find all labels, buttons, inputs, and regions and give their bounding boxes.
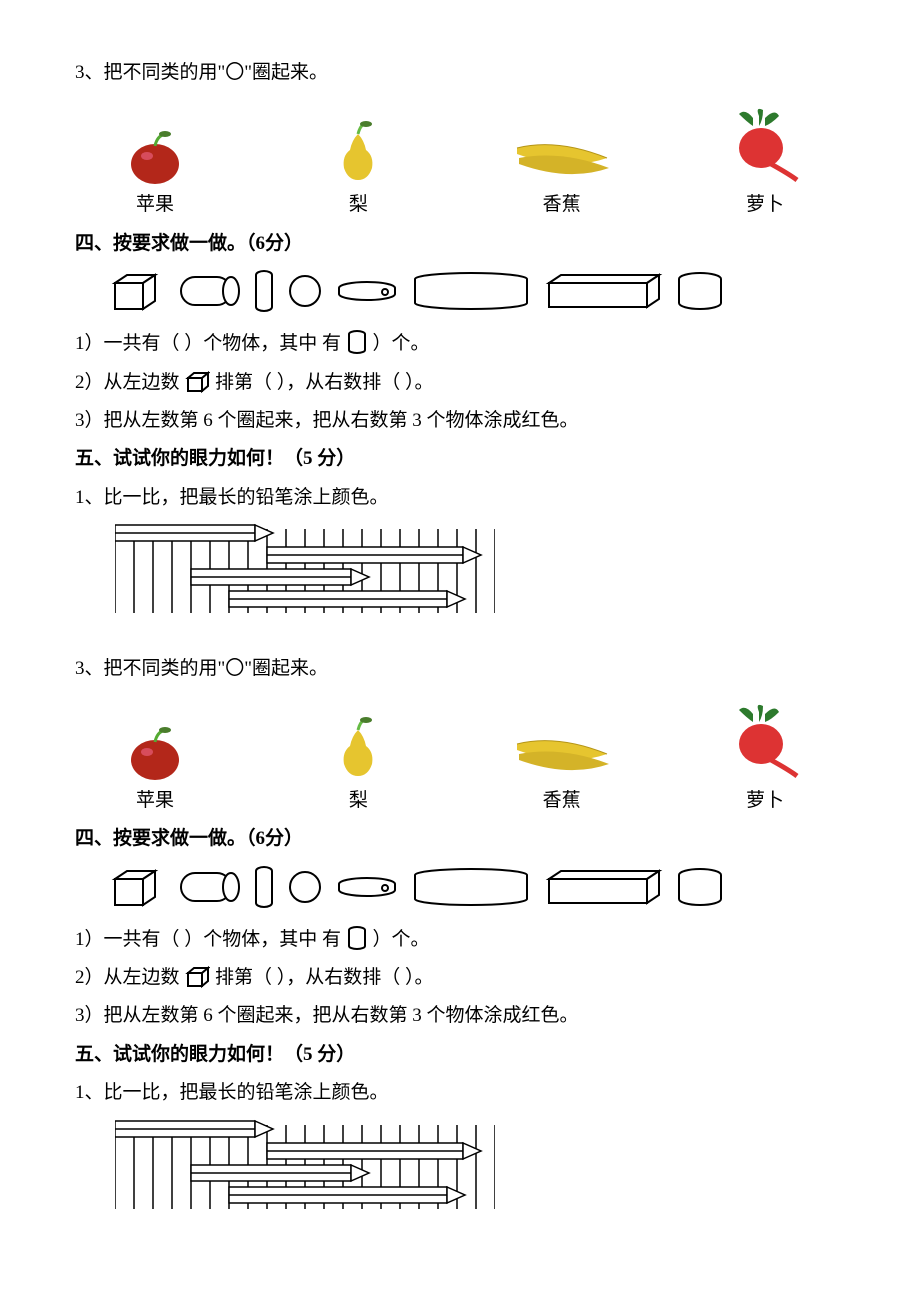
shape-cylinder-short <box>675 867 725 907</box>
section4-title: 四、按要求做一做。（6分） <box>75 824 845 854</box>
cylinder-icon <box>346 925 368 951</box>
fruit-apple: 苹果 <box>85 722 225 816</box>
q4-1: 1）一共有（ ）个物体，其中 有 ）个。 <box>75 925 845 955</box>
text: 排第（ ），从右数排（ ）。 <box>215 967 434 988</box>
q4-2: 2）从左边数 排第（ ），从右数排（ ）。 <box>75 368 845 398</box>
radish-icon <box>725 704 805 782</box>
worksheet-block: 3、把不同类的用"〇"圈起来。 苹果 梨 <box>75 58 845 624</box>
banana-icon <box>507 128 617 186</box>
fruit-row: 苹果 梨 香蕉 萝卜 <box>75 704 845 816</box>
q4-3: 3）把从左数第 6 个圈起来，把从右数第 3 个物体涂成红色。 <box>75 406 845 436</box>
text: 1）一共有（ ）个物体，其中 有 <box>75 929 341 950</box>
shape-cylinder-tall <box>253 865 275 909</box>
pencil-grid <box>115 1117 845 1219</box>
fruit-label: 梨 <box>349 786 368 816</box>
fruit-banana: 香蕉 <box>492 128 632 220</box>
shape-sphere <box>287 869 323 905</box>
shape-cylinder-wide <box>411 271 531 311</box>
q5-1: 1、比一比，把最长的铅笔涂上颜色。 <box>75 483 845 513</box>
shape-cylinder-short <box>675 271 725 311</box>
fruit-label: 苹果 <box>136 190 174 220</box>
q4-3: 3）把从左数第 6 个圈起来，把从右数第 3 个物体涂成红色。 <box>75 1001 845 1031</box>
fruit-pear: 梨 <box>288 716 428 816</box>
section4-title: 四、按要求做一做。（6分） <box>75 229 845 259</box>
q5-1: 1、比一比，把最长的铅笔涂上颜色。 <box>75 1078 845 1108</box>
fruit-banana: 香蕉 <box>492 724 632 816</box>
section5-title: 五、试试你的眼力如何！（5 分） <box>75 1040 845 1070</box>
shape-cuboid <box>543 867 663 907</box>
cube-icon <box>184 370 210 394</box>
apple-icon <box>121 126 189 186</box>
shapes-row <box>107 865 845 909</box>
fruit-label: 萝卜 <box>746 786 784 816</box>
text: 1）一共有（ ）个物体，其中 有 <box>75 333 341 354</box>
shape-cylinder-lying <box>171 271 241 311</box>
shape-disc-flat <box>335 280 399 302</box>
shapes-row <box>107 269 845 313</box>
fruit-row: 苹果 梨 香蕉 萝卜 <box>75 108 845 220</box>
text: 2）从左边数 <box>75 372 180 393</box>
fruit-label: 萝卜 <box>746 190 784 220</box>
q4-1: 1）一共有（ ）个物体，其中 有 ）个。 <box>75 329 845 359</box>
q4-2: 2）从左边数 排第（ ），从右数排（ ）。 <box>75 963 845 993</box>
cylinder-icon <box>346 329 368 355</box>
pear-icon <box>326 716 390 782</box>
radish-icon <box>725 108 805 186</box>
q3-title: 3、把不同类的用"〇"圈起来。 <box>75 58 845 88</box>
fruit-pear: 梨 <box>288 120 428 220</box>
q3-title: 3、把不同类的用"〇"圈起来。 <box>75 654 845 684</box>
fruit-label: 苹果 <box>136 786 174 816</box>
shape-cube <box>107 865 159 909</box>
shape-cylinder-lying <box>171 867 241 907</box>
fruit-label: 香蕉 <box>543 190 581 220</box>
fruit-label: 香蕉 <box>543 786 581 816</box>
shape-cylinder-tall <box>253 269 275 313</box>
worksheet-block-duplicate: 3、把不同类的用"〇"圈起来。 苹果 梨 <box>75 654 845 1220</box>
text: 排第（ ），从右数排（ ）。 <box>215 372 434 393</box>
pencil-grid <box>115 521 845 623</box>
fruit-apple: 苹果 <box>85 126 225 220</box>
shape-cylinder-wide <box>411 867 531 907</box>
fruit-radish: 萝卜 <box>695 704 835 816</box>
cube-icon <box>184 965 210 989</box>
shape-cuboid <box>543 271 663 311</box>
shape-sphere <box>287 273 323 309</box>
pear-icon <box>326 120 390 186</box>
text: ）个。 <box>373 333 430 354</box>
fruit-radish: 萝卜 <box>695 108 835 220</box>
apple-icon <box>121 722 189 782</box>
text: 2）从左边数 <box>75 967 180 988</box>
shape-disc-flat <box>335 876 399 898</box>
banana-icon <box>507 724 617 782</box>
section5-title: 五、试试你的眼力如何！（5 分） <box>75 444 845 474</box>
text: ）个。 <box>373 929 430 950</box>
fruit-label: 梨 <box>349 190 368 220</box>
shape-cube <box>107 269 159 313</box>
